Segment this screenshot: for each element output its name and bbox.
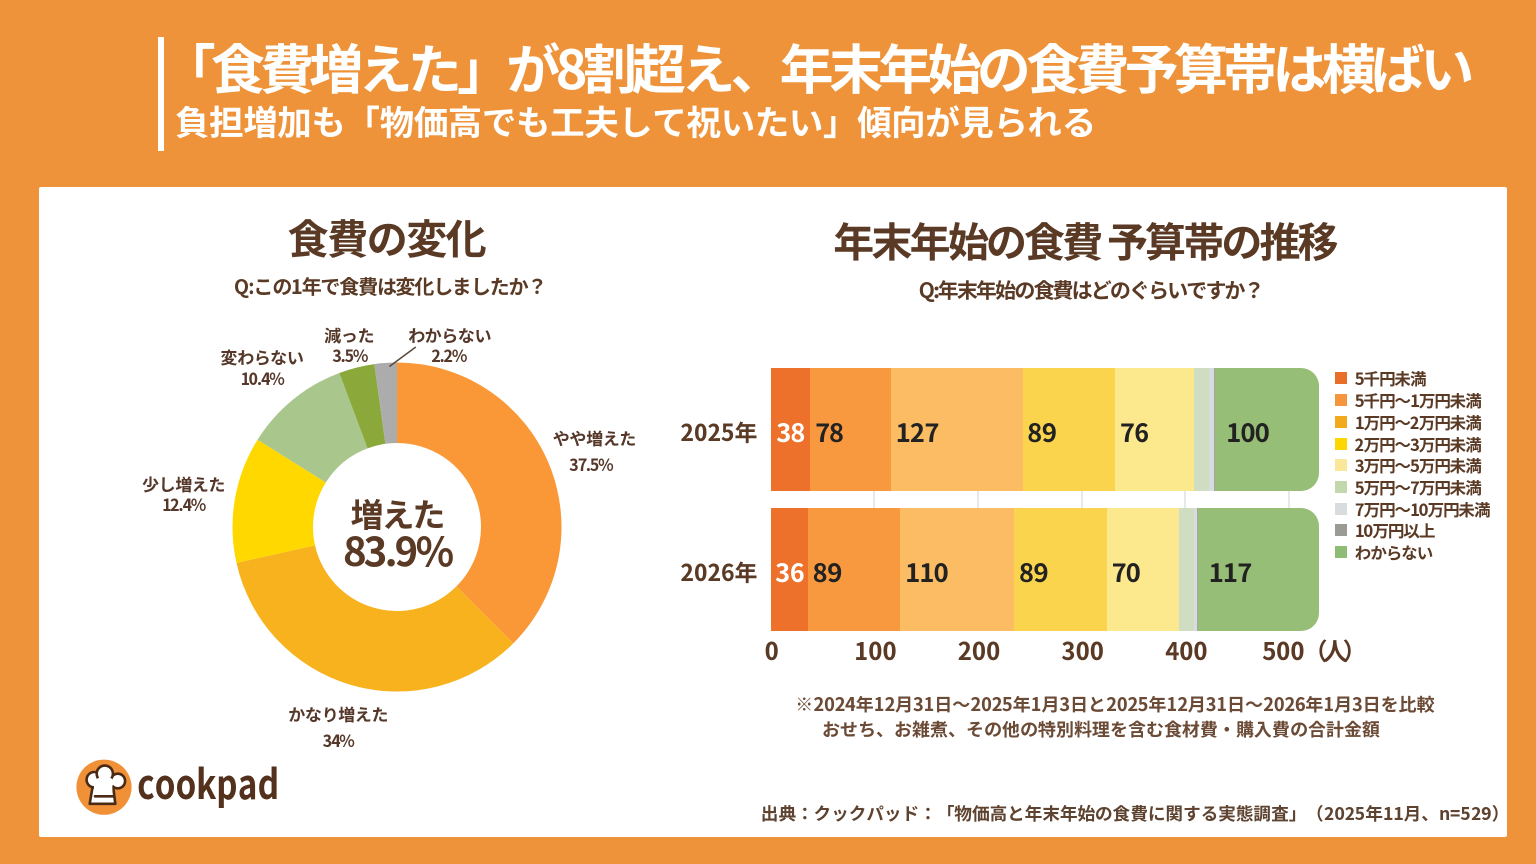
svg-text:cookpad: cookpad xyxy=(137,758,279,811)
